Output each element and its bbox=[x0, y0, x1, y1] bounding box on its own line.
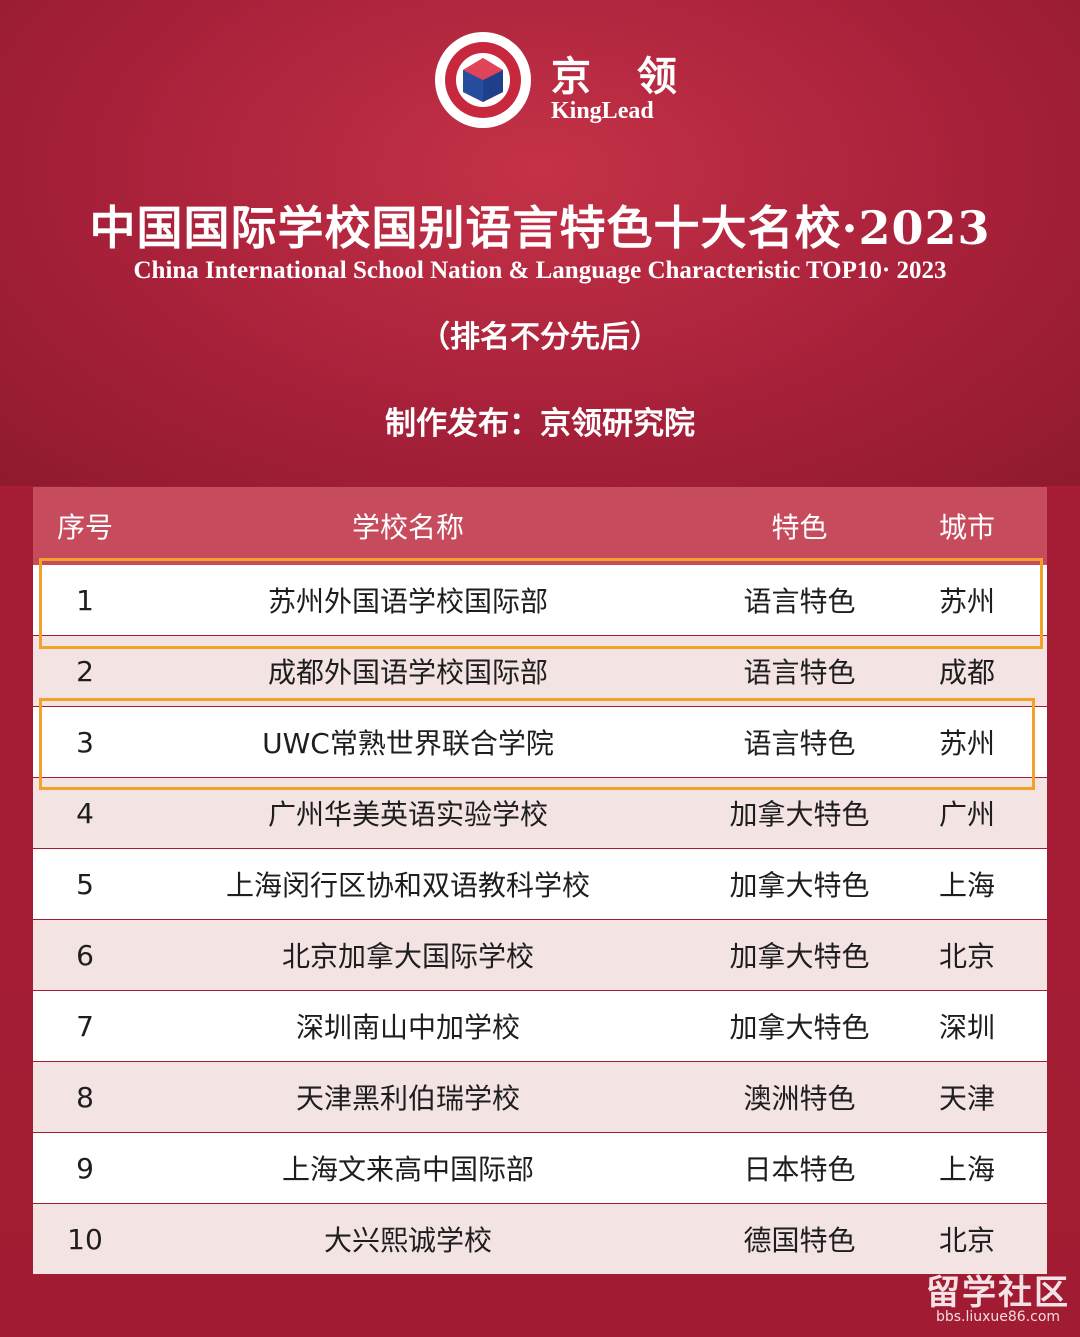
row-number: 2 bbox=[76, 654, 94, 688]
school-name: 天津黑利伯瑞学校 bbox=[295, 1082, 520, 1115]
city: 成都 bbox=[938, 656, 995, 689]
table-row: 10 大兴熙诚学校 德国特色 北京 bbox=[33, 1204, 1047, 1275]
city: 上海 bbox=[938, 869, 995, 902]
watermark-url: bbs.liuxue86.com bbox=[935, 1309, 1061, 1325]
city: 苏州 bbox=[938, 727, 995, 760]
row-number: 10 bbox=[67, 1222, 103, 1256]
row-number: 3 bbox=[76, 725, 94, 759]
feature: 加拿大特色 bbox=[729, 869, 870, 902]
school-name: 苏州外国语学校国际部 bbox=[267, 585, 548, 618]
site-watermark: 留学社区 bbs.liuxue86.com bbox=[918, 1265, 1078, 1335]
table-row: 5 上海闵行区协和双语教科学校 加拿大特色 上海 bbox=[33, 849, 1047, 920]
header-school: 学校名称 bbox=[351, 511, 464, 544]
row-number: 9 bbox=[76, 1151, 94, 1185]
table-row: 1 苏州外国语学校国际部 语言特色 苏州 bbox=[33, 565, 1047, 636]
school-name: UWC常熟世界联合学院 bbox=[262, 727, 554, 760]
brand-name-cn: 京 领 bbox=[551, 53, 693, 100]
row-number: 6 bbox=[76, 938, 94, 972]
header-banner: 京 领 KingLead 中国国际学校国别语言特色十大名校·2023 China… bbox=[0, 0, 1080, 486]
feature: 加拿大特色 bbox=[729, 1011, 870, 1044]
highlight-box-row-3 bbox=[39, 698, 1035, 790]
row-number: 8 bbox=[76, 1080, 94, 1114]
feature: 语言特色 bbox=[743, 727, 856, 760]
city: 苏州 bbox=[938, 585, 995, 618]
table-row: 7 深圳南山中加学校 加拿大特色 深圳 bbox=[33, 991, 1047, 1062]
watermark-text: 留学社区 bbox=[926, 1273, 1070, 1313]
row-number: 7 bbox=[76, 1009, 94, 1043]
header-feature: 特色 bbox=[771, 511, 828, 544]
header-no: 序号 bbox=[56, 511, 113, 544]
page-title-en: China International School Nation & Lang… bbox=[133, 257, 947, 284]
school-name: 大兴熙诚学校 bbox=[323, 1224, 492, 1257]
header-city: 城市 bbox=[938, 511, 995, 544]
highlight-box-row-1 bbox=[39, 558, 1043, 649]
school-name: 广州华美英语实验学校 bbox=[267, 798, 548, 831]
school-name: 北京加拿大国际学校 bbox=[281, 940, 534, 973]
publisher-line: 制作发布：京领研究院 bbox=[385, 406, 695, 442]
school-name: 上海文来高中国际部 bbox=[281, 1153, 534, 1186]
feature: 德国特色 bbox=[743, 1224, 856, 1257]
city: 北京 bbox=[938, 1224, 995, 1257]
row-number: 4 bbox=[76, 796, 94, 830]
city: 上海 bbox=[938, 1153, 995, 1186]
table-row: 8 天津黑利伯瑞学校 澳洲特色 天津 bbox=[33, 1062, 1047, 1133]
school-name: 上海闵行区协和双语教科学校 bbox=[225, 869, 590, 902]
city: 北京 bbox=[938, 940, 995, 973]
table-row: 3 UWC常熟世界联合学院 语言特色 苏州 bbox=[33, 707, 1047, 778]
row-number: 1 bbox=[76, 583, 94, 617]
feature: 加拿大特色 bbox=[729, 940, 870, 973]
kinglead-seal-logo bbox=[435, 32, 531, 128]
feature: 加拿大特色 bbox=[729, 798, 870, 831]
city: 天津 bbox=[938, 1082, 995, 1115]
table-row: 6 北京加拿大国际学校 加拿大特色 北京 bbox=[33, 920, 1047, 991]
table-row: 9 上海文来高中国际部 日本特色 上海 bbox=[33, 1133, 1047, 1204]
feature: 语言特色 bbox=[743, 585, 856, 618]
ranking-note: （排名不分先后） bbox=[420, 320, 660, 355]
page-title: 中国国际学校国别语言特色十大名校·2023 bbox=[89, 201, 991, 255]
row-number: 5 bbox=[76, 867, 94, 901]
school-name: 成都外国语学校国际部 bbox=[267, 656, 548, 689]
city: 广州 bbox=[938, 798, 995, 831]
feature: 日本特色 bbox=[743, 1153, 856, 1186]
feature: 语言特色 bbox=[743, 656, 856, 689]
table-header-row: 序号 学校名称 特色 城市 bbox=[33, 487, 1047, 565]
brand-name-en: KingLead bbox=[551, 98, 654, 124]
school-name: 深圳南山中加学校 bbox=[295, 1011, 520, 1044]
feature: 澳洲特色 bbox=[743, 1082, 856, 1115]
city: 深圳 bbox=[938, 1011, 995, 1044]
